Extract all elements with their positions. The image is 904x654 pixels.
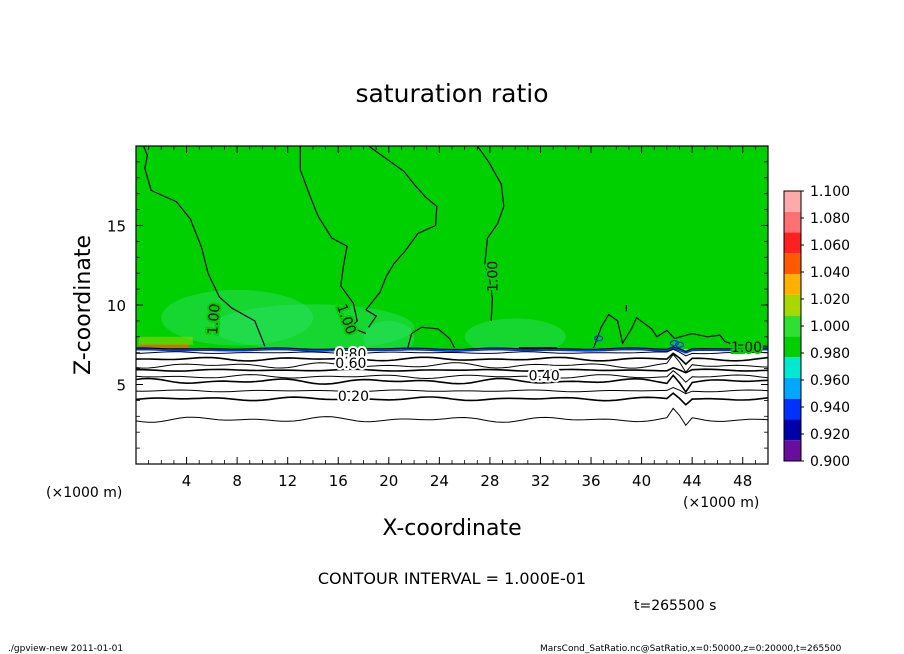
field-fill <box>136 146 768 464</box>
colorbar-swatch <box>784 253 801 275</box>
contour-line <box>136 346 768 352</box>
contour-label: 1.00 <box>486 261 502 292</box>
colorbar-label: 0.920 <box>810 427 850 443</box>
colorbar-swatch <box>784 377 801 399</box>
colorbar-swatch <box>784 315 801 337</box>
contour-line <box>476 146 505 321</box>
x-tick-label: 36 <box>581 472 600 490</box>
contour-line <box>143 146 266 347</box>
contour-line <box>136 392 768 406</box>
colorbar-swatch <box>784 440 801 461</box>
contour-label: 1.00 <box>731 340 762 356</box>
contour-label: 0.80 <box>335 346 366 362</box>
x-tick-label: 20 <box>379 472 398 490</box>
plot-area <box>136 146 768 464</box>
x-unit-right: (×1000 m) <box>683 495 759 511</box>
colorbar-swatch <box>784 274 801 295</box>
x-tick-label: 16 <box>329 472 348 490</box>
colorbar-swatch <box>784 232 801 254</box>
y-tick-label: 15 <box>107 218 126 236</box>
surface-band <box>136 346 768 354</box>
y-axis-label: Z-coordinate <box>71 235 96 375</box>
chart-title: saturation ratio <box>355 79 548 108</box>
field-spot <box>138 336 193 345</box>
contour-line <box>136 374 768 394</box>
contour-line <box>136 353 768 374</box>
x-tick-label: 28 <box>480 472 499 490</box>
contour-line <box>365 146 438 328</box>
colorbar-swatch <box>784 294 801 316</box>
contour-line <box>299 146 367 335</box>
colorbar-swatch <box>784 211 801 233</box>
x-tick-label: 24 <box>430 472 449 490</box>
colorbar-label: 1.100 <box>810 184 850 200</box>
contour-lines <box>136 146 768 427</box>
x-axis: 4 8 12 16 20 24 28 32 36 40 44 48 <box>148 146 756 490</box>
y-tick-label: 10 <box>107 297 126 315</box>
contour-line <box>594 335 604 342</box>
colorbar-label: 1.080 <box>810 211 850 227</box>
colorbar-label: 1.060 <box>810 238 850 254</box>
footer-right: MarsCond_SatRatio.nc@SatRatio,x=0:50000,… <box>540 644 842 654</box>
colorbar-label: 0.900 <box>810 454 850 470</box>
contour-line <box>669 340 680 347</box>
y-axis: 5 10 15 <box>107 161 768 449</box>
x-tick-label: 12 <box>278 472 297 490</box>
contour-label: 0.40 <box>529 369 560 385</box>
contour-label: 1.00 <box>205 303 224 335</box>
contour-line <box>593 313 768 349</box>
field-patch <box>464 318 566 356</box>
field-lower <box>136 349 768 464</box>
colorbar-label: 1.000 <box>810 319 850 335</box>
colorbar-label: 0.940 <box>810 400 850 416</box>
colorbar-label: 1.020 <box>810 292 850 308</box>
x-tick-label: 32 <box>531 472 550 490</box>
contour-line <box>136 352 768 366</box>
x-unit-left: (×1000 m) <box>46 485 122 501</box>
contour-line <box>136 407 768 427</box>
time-label: t=265500 s <box>634 598 716 614</box>
field-upper <box>136 146 768 350</box>
x-tick-label: 4 <box>182 472 192 490</box>
colorbar-swatch <box>784 191 801 212</box>
field-spot <box>138 344 190 350</box>
contour-label: 0.20 <box>338 389 369 405</box>
colorbar-label: 0.980 <box>810 346 850 362</box>
colorbar-label: 0.960 <box>810 373 850 389</box>
contour-line <box>136 348 768 357</box>
colorbar: 0.900 0.920 0.940 0.960 0.980 1.000 1.020 1.040… <box>783 184 850 470</box>
colorbar-label: 1.040 <box>810 265 850 281</box>
colorbar-swatch <box>784 357 801 378</box>
contour-line <box>136 387 768 395</box>
y-tick-label: 5 <box>116 377 126 395</box>
x-tick-label: 8 <box>232 472 242 490</box>
contour-line <box>136 370 768 383</box>
x-tick-label: 48 <box>733 472 752 490</box>
colorbar-swatch <box>784 336 801 358</box>
surface-band <box>136 347 768 354</box>
contour-interval: CONTOUR INTERVAL = 1.000E-01 <box>318 569 586 588</box>
field-patch <box>161 289 313 346</box>
colorbar-swatch <box>784 398 801 420</box>
x-tick-label: 40 <box>632 472 651 490</box>
colorbar-swatch <box>784 419 801 441</box>
footer-left: ./gpview-new 2011-01-01 <box>8 644 123 654</box>
field-patch <box>363 320 415 356</box>
contour-line <box>674 341 685 348</box>
contour-line <box>407 326 456 349</box>
x-tick-label: 44 <box>683 472 702 490</box>
contour-label: 0.60 <box>335 356 366 372</box>
contour-line <box>136 366 768 374</box>
x-axis-label: X-coordinate <box>382 516 521 541</box>
